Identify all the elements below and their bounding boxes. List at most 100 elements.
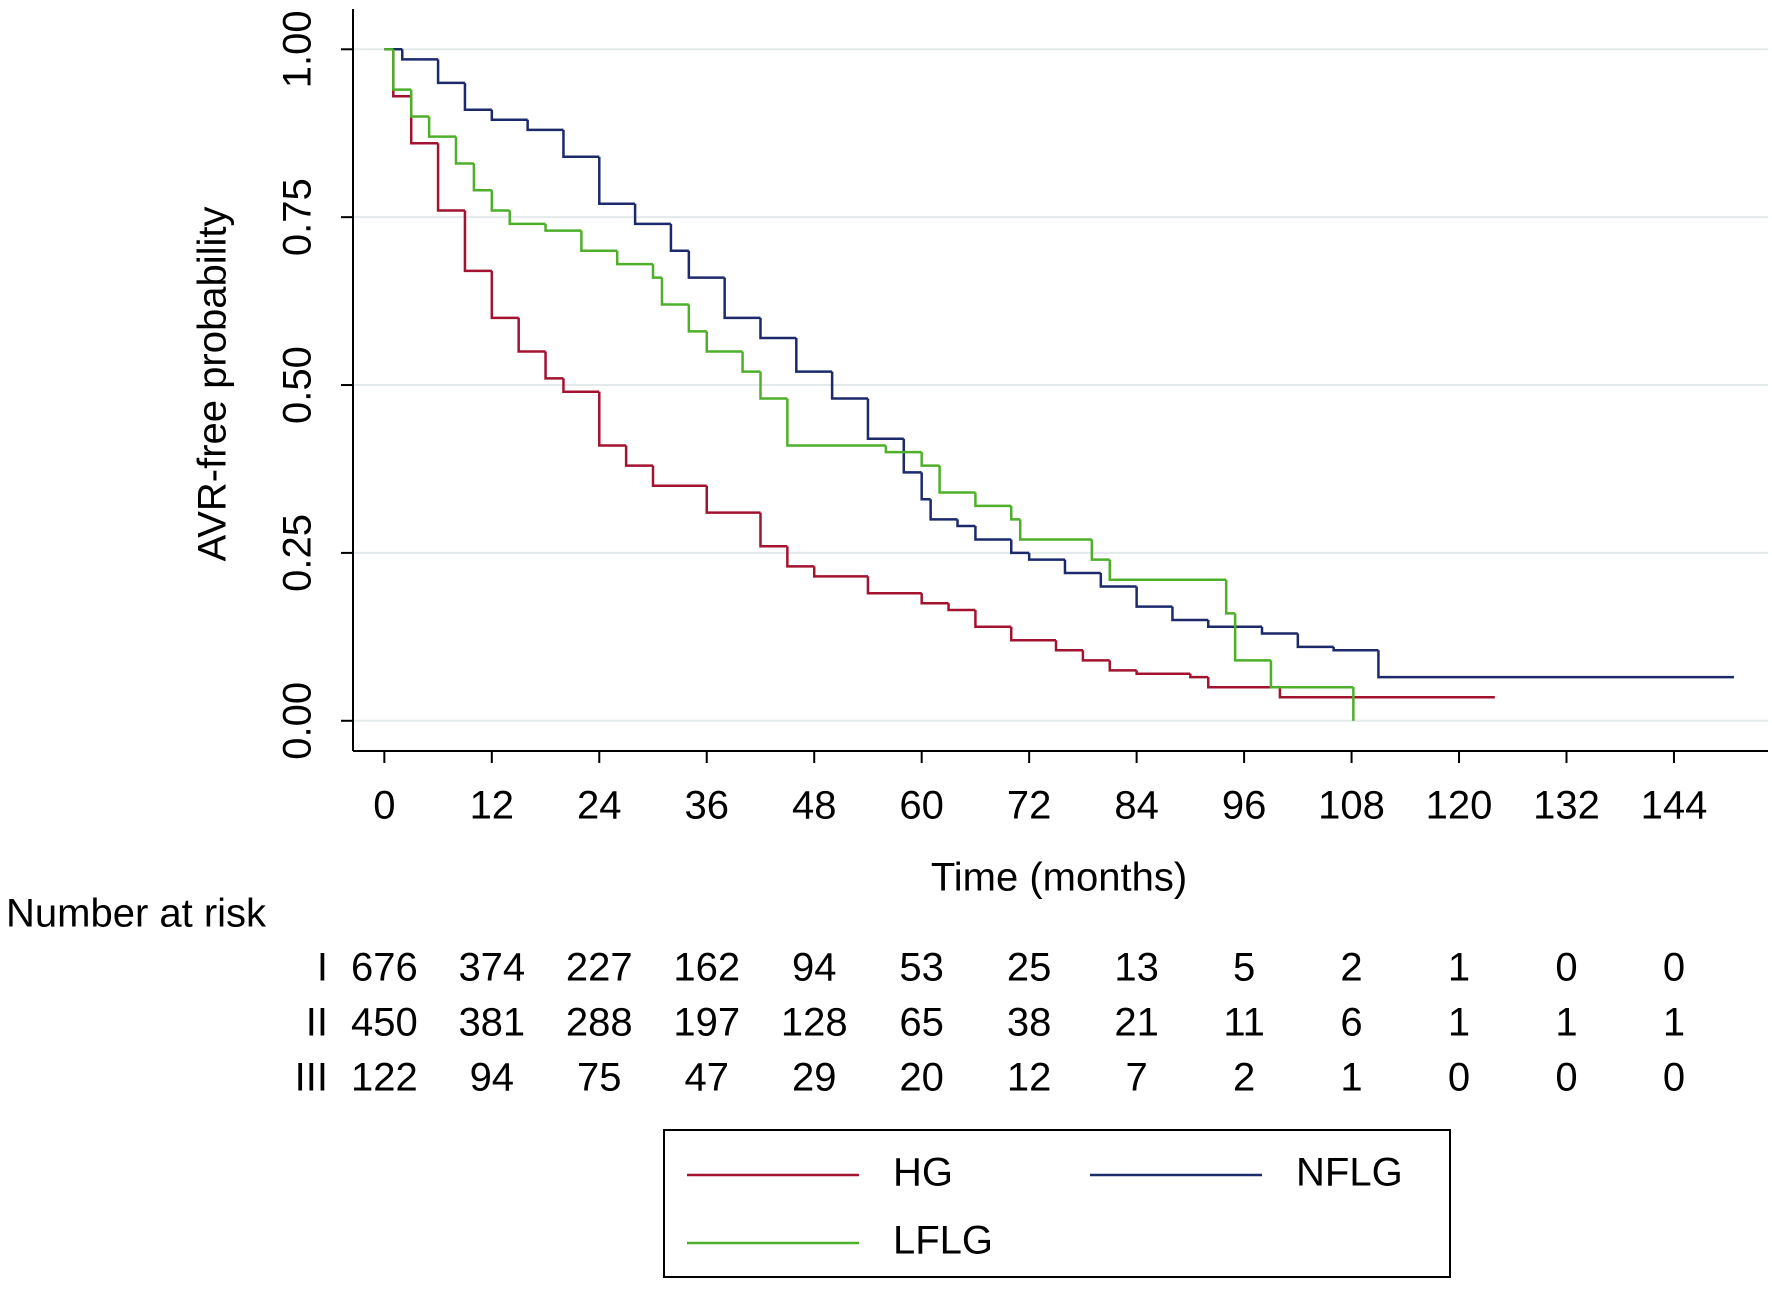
step-segment <box>633 203 671 226</box>
step-segment <box>463 82 492 111</box>
step-segment <box>920 472 931 501</box>
x-tick-label: 108 <box>1318 784 1385 828</box>
plot-area <box>353 9 1768 751</box>
risk-value: 1 <box>1555 1001 1577 1045</box>
step-segment <box>1207 677 1271 689</box>
step-segment <box>902 438 922 474</box>
step-segment <box>866 398 904 441</box>
step-segment <box>956 519 976 528</box>
risk-row-label: I <box>317 946 328 990</box>
legend-label: NFLG <box>1296 1151 1403 1195</box>
risk-value: 75 <box>577 1056 622 1100</box>
step-segment <box>544 351 564 380</box>
step-segment <box>660 277 689 306</box>
step-segment <box>562 378 600 394</box>
step-segment <box>920 452 940 467</box>
step-segment <box>1081 650 1110 662</box>
step-segment <box>1233 613 1271 662</box>
step-segment <box>544 223 582 232</box>
step-segment <box>615 250 654 266</box>
step-segment <box>1171 606 1209 622</box>
step-segment <box>436 143 465 212</box>
risk-value: 1 <box>1663 1001 1685 1045</box>
step-segment <box>1009 626 1057 642</box>
risk-row-label: III <box>295 1056 328 1100</box>
x-tick-label: 72 <box>1007 784 1052 828</box>
risk-value: 11 <box>1223 1001 1265 1045</box>
step-segment <box>490 270 519 320</box>
risk-value: 197 <box>673 1001 740 1045</box>
risk-value: 94 <box>470 1056 515 1100</box>
risk-value: 25 <box>1007 946 1052 990</box>
risk-value: 227 <box>566 946 633 990</box>
risk-value: 38 <box>1007 1001 1052 1045</box>
risk-value: 0 <box>1663 1056 1685 1100</box>
risk-value: 0 <box>1555 946 1577 990</box>
x-tick-label: 60 <box>899 784 944 828</box>
step-segment <box>830 371 868 400</box>
risk-value: 128 <box>781 1001 848 1045</box>
risk-value: 450 <box>351 1001 418 1045</box>
step-segment <box>1332 646 1379 652</box>
step-segment <box>1108 660 1137 672</box>
x-tick-label: 144 <box>1641 784 1708 828</box>
step-segment <box>812 566 868 578</box>
step-segment <box>687 304 707 333</box>
risk-table-title: Number at risk <box>6 892 267 936</box>
x-tick-label: 96 <box>1222 784 1267 828</box>
risk-row-label: II <box>306 1001 328 1045</box>
y-tick-label: 0.00 <box>276 682 320 760</box>
step-segment <box>598 391 627 447</box>
step-segment <box>866 576 922 595</box>
step-segment <box>1009 505 1021 521</box>
step-segment <box>1135 670 1191 676</box>
x-tick-label: 48 <box>792 784 837 828</box>
step-segment <box>1377 650 1734 679</box>
legend-label: HG <box>893 1151 953 1195</box>
step-segment <box>409 89 430 118</box>
step-segment <box>1260 626 1298 635</box>
step-segment <box>1269 660 1354 689</box>
step-segment <box>741 351 761 373</box>
step-segment <box>974 526 1012 541</box>
step-segment <box>1009 539 1030 555</box>
step-segment <box>920 593 949 605</box>
step-segment <box>1224 579 1236 615</box>
step-segment <box>517 317 546 353</box>
step-segment <box>1054 640 1083 652</box>
step-segment <box>651 465 707 488</box>
step-segment <box>1099 573 1137 588</box>
step-segment <box>624 445 654 467</box>
step-segment <box>884 445 922 454</box>
y-axis-title: AVR-free probability <box>191 207 235 562</box>
step-segment <box>508 210 546 226</box>
risk-value: 12 <box>1007 1056 1052 1100</box>
risk-value: 65 <box>899 1001 944 1045</box>
risk-value: 676 <box>351 946 418 990</box>
risk-value: 0 <box>1448 1056 1470 1100</box>
x-tick-label: 132 <box>1533 784 1600 828</box>
step-segment <box>795 338 833 373</box>
step-segment <box>526 119 564 132</box>
risk-value: 1 <box>1340 1056 1362 1100</box>
step-segment <box>723 277 761 320</box>
risk-value: 5 <box>1233 946 1255 990</box>
step-segment <box>580 230 618 252</box>
step-segment <box>598 156 636 205</box>
step-segment <box>786 546 815 568</box>
risk-value: 162 <box>673 946 740 990</box>
step-segment <box>1278 687 1495 699</box>
x-axis-title: Time (months) <box>931 856 1187 900</box>
legend-box <box>663 1129 1451 1278</box>
risk-value: 374 <box>458 946 525 990</box>
y-tick-label: 0.75 <box>276 178 320 256</box>
x-tick-label: 120 <box>1426 784 1493 828</box>
y-tick-label: 0.25 <box>276 514 320 592</box>
step-segment <box>651 264 662 279</box>
x-tick-label: 36 <box>685 784 730 828</box>
step-segment <box>1135 586 1173 608</box>
step-segment <box>974 609 1012 629</box>
risk-value: 1 <box>1448 946 1470 990</box>
step-segment <box>1090 539 1110 561</box>
